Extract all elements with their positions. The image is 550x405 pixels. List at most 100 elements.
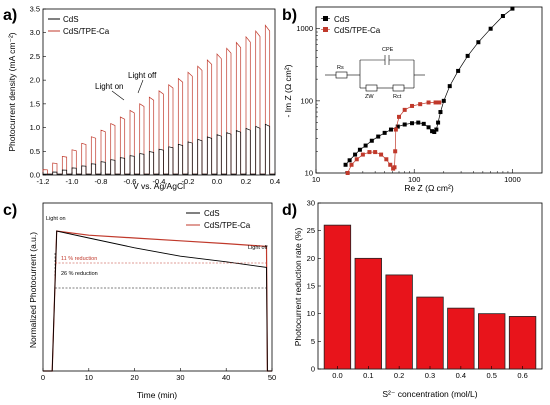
panel-a-xtick-label: 0.2 — [241, 177, 251, 186]
panel-a-ytick-label: 1.5 — [30, 99, 40, 108]
series-cds-decay — [43, 230, 272, 372]
series-cds-point — [357, 147, 362, 152]
series-cdstpe-point — [393, 149, 398, 154]
series-cdstpe-point — [367, 150, 372, 155]
bar-0.3 — [416, 296, 444, 370]
panel-a-ytick-label: 3.0 — [30, 28, 40, 37]
panel-d-xtick-label: 0.0 — [332, 371, 342, 380]
series-cds-point — [510, 6, 515, 11]
panel-d-xtick-label: 0.3 — [425, 371, 435, 380]
series-cds-point — [421, 121, 426, 126]
series-cds-point — [426, 125, 431, 130]
panel-b-ytick-label: 10 — [305, 169, 313, 178]
series-cds-point — [456, 68, 461, 73]
circuit-cpe-label: CPE — [382, 47, 394, 53]
panel-c-xlabel: Time (min) — [137, 390, 177, 400]
bar-0.0 — [323, 224, 352, 370]
bar-0.1 — [354, 257, 382, 370]
panel-b-ticks: 10 100 1000 10 100 1000 — [296, 24, 520, 184]
panel-a-xtick-label: 0.0 — [212, 177, 222, 186]
panel-d-ytick-label: 20 — [307, 254, 315, 263]
annotation-11-reduction: 11 % reduction — [61, 256, 97, 262]
annotation-c-light-off: Light off — [248, 245, 268, 251]
panel-b: b) 10 100 1000 10 100 1000 CdS CdS/TPE-Ca CPE… — [282, 6, 543, 193]
panel-c-ylabel: Normalized Photocurrent (a.u.) — [28, 232, 38, 348]
series-cds-point — [410, 121, 415, 126]
series-cds-point — [363, 143, 368, 148]
panel-b-ytick-label: 1000 — [296, 24, 313, 33]
series-cdstpe-point — [349, 162, 354, 167]
series-cdstpe-point — [426, 100, 431, 105]
panel-a-xtick-label: -1.0 — [66, 177, 79, 186]
panel-d-ytick-label: 0 — [311, 365, 315, 374]
panel-d-xtick-label: 0.1 — [363, 371, 373, 380]
panel-d-xlabel: S²⁻ concentration (mol/L) — [382, 389, 477, 399]
series-cdstpe-point — [388, 162, 393, 167]
panel-d-ytick-label: 25 — [307, 226, 315, 235]
annotation-light-off: Light off — [128, 71, 157, 80]
panel-b-xtick-label: 10 — [312, 175, 320, 184]
panel-a-xtick-label: -0.2 — [182, 177, 195, 186]
panel-a-ylabel: Photocurrent density (mA cm⁻²) — [7, 32, 17, 151]
panel-a-label: a) — [3, 7, 17, 24]
legend-c-cds: CdS — [204, 209, 220, 218]
panel-a-ytick-label: 3.5 — [30, 5, 40, 14]
panel-a-cds-line — [43, 123, 275, 175]
panel-a-ytick-label: 2.5 — [30, 52, 40, 61]
series-cdstpe-point — [345, 171, 350, 175]
series-cds-point — [395, 124, 400, 129]
panel-c-lines — [43, 230, 272, 372]
panel-b-ylabel: - Im Z (Ω cm²) — [283, 64, 293, 117]
series-cds-point — [447, 84, 452, 89]
panel-c-xtick-label: 0 — [41, 373, 45, 382]
series-cdstpe-point — [433, 100, 438, 105]
circuit-rct-label: Rct — [393, 94, 402, 100]
series-cds-point — [376, 134, 381, 139]
series-cds-point — [500, 14, 505, 19]
series-cdstpe-point — [360, 152, 365, 157]
panel-a-ytick-label: 2.0 — [30, 76, 40, 85]
panel-d-ytick-label: 15 — [307, 282, 315, 291]
light-off-arrow — [137, 79, 144, 94]
panel-a-xtick-label: 0.4 — [270, 177, 280, 186]
bar-0.6 — [508, 316, 537, 370]
annotation-c-light-on: Light on — [46, 216, 66, 222]
series-cdstpe-point — [373, 150, 378, 155]
panel-b-points — [343, 6, 515, 175]
legend-a-cds: CdS — [63, 15, 79, 24]
panel-d-bars — [323, 224, 537, 370]
bar-0.5 — [478, 313, 506, 370]
series-cdstpe-point — [354, 157, 359, 162]
series-cds-point — [465, 53, 470, 58]
series-cds-point — [430, 129, 435, 134]
series-cds-point — [347, 158, 352, 163]
panel-b-ytick-label: 100 — [300, 96, 313, 105]
panel-d-ticks: 0.0 0.1 0.2 0.3 0.4 0.5 0.6 0 5 10 15 20 25 30 — [307, 199, 528, 381]
panel-a-ytick-label: 1.0 — [30, 123, 40, 132]
panel-c-label: c) — [3, 202, 17, 219]
series-cds-point — [402, 122, 407, 127]
circuit-rct — [392, 84, 405, 92]
series-cds-point — [488, 26, 493, 31]
panel-a-xtick-label: -0.4 — [153, 177, 166, 186]
series-cds-point — [441, 98, 446, 103]
legend-a-cdstpe: CdS/TPE-Ca — [63, 27, 110, 36]
series-cdstpe-point — [392, 165, 397, 170]
panel-a-xtick-label: -0.8 — [95, 177, 108, 186]
panel-c-xtick-label: 30 — [176, 373, 184, 382]
panel-d-ytick-label: 30 — [307, 199, 315, 208]
panel-c-frame — [42, 202, 273, 372]
legend-c-cdstpe: CdS/TPE-Ca — [204, 221, 251, 230]
panel-a-xtick-label: -0.6 — [124, 177, 137, 186]
panel-d-ytick-label: 5 — [311, 337, 315, 346]
panel-a-xtick-label: -1.2 — [37, 177, 50, 186]
panel-c-xtick-label: 20 — [130, 373, 138, 382]
panel-d-ylabel: Photocurrent reduction rate (%) — [293, 228, 303, 347]
panel-d-xtick-label: 0.5 — [486, 371, 496, 380]
panel-a-ytick-label: 0.5 — [30, 147, 40, 156]
circuit-zw — [365, 84, 378, 92]
annotation-light-on: Light on — [95, 82, 123, 91]
light-on-arrow — [111, 90, 125, 101]
panel-a: a) -1.2 -1.0 -0.8 -0.6 -0.4 -0.2 0.0 0.2 0.4 0.0 0… — [3, 5, 280, 192]
